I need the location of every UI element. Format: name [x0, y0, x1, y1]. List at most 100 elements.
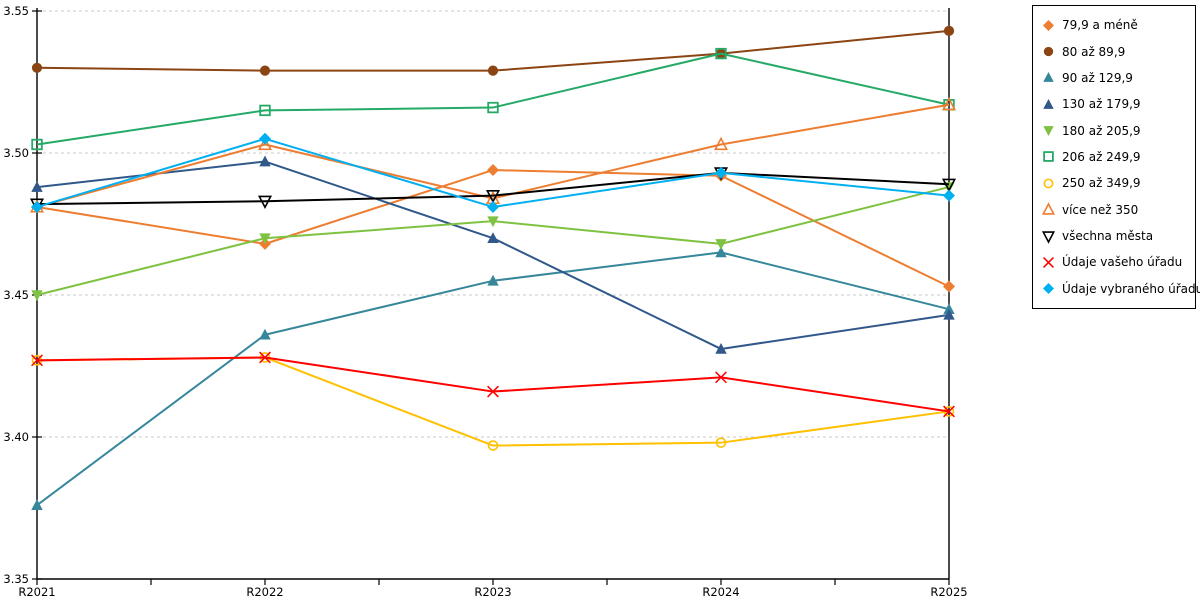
series-5	[31, 47, 955, 151]
series-3	[31, 155, 955, 354]
series-marker	[943, 303, 955, 314]
x-axis-tick-label: R2025	[930, 585, 967, 599]
series-marker	[943, 308, 955, 320]
series-marker	[715, 342, 727, 354]
series-marker	[259, 233, 271, 245]
x-axis-tick-label: R2024	[702, 585, 739, 599]
y-axis-tick-label: 3.55	[3, 4, 29, 18]
legend-item: 130 až 179,9	[1041, 97, 1191, 112]
legend-label: 130 až 179,9	[1062, 97, 1141, 112]
series-marker	[259, 132, 271, 145]
legend-label: 250 až 349,9	[1062, 176, 1141, 191]
legend-label: Údaje vašeho úřadu	[1062, 255, 1183, 270]
legend-item: 80 až 89,9	[1041, 44, 1191, 59]
y-axis-tick-label: 3.40	[3, 430, 29, 444]
series-marker	[257, 136, 273, 151]
legend-item: 250 až 349,9	[1041, 176, 1191, 191]
series-marker	[1043, 98, 1054, 109]
diamond-filled-icon	[1043, 283, 1054, 295]
square-open-icon	[1043, 151, 1054, 163]
series-line	[36, 29, 950, 72]
series-marker	[1043, 256, 1054, 268]
x-axis-tick-label: R2023	[474, 585, 511, 599]
legend-item: více než 350	[1041, 202, 1191, 217]
legend-item: všechna města	[1041, 229, 1191, 244]
triangle-up-filled-icon	[1043, 98, 1054, 109]
series-marker	[487, 200, 499, 213]
series-marker	[485, 190, 501, 204]
legend-label: všechna města	[1062, 229, 1154, 244]
series-marker	[487, 440, 499, 451]
series-marker	[487, 101, 499, 114]
x-icon	[1043, 256, 1054, 268]
x-axis-tick-label: R2022	[246, 585, 283, 599]
series-10	[31, 132, 955, 213]
series-line	[36, 251, 950, 506]
legend: 79,9 a méně 80 až 89,9 90 až 129,9 130 až 1…	[1032, 5, 1200, 309]
series-marker	[31, 290, 43, 301]
legend-label: Údaje vybraného úřadu	[1062, 281, 1200, 296]
series-marker	[715, 437, 727, 448]
series-marker	[943, 280, 955, 293]
series-marker	[713, 136, 729, 151]
legend-item: Údaje vašeho úřadu	[1041, 255, 1191, 270]
series-marker	[943, 189, 955, 202]
series-line	[36, 160, 950, 350]
series-marker	[487, 385, 499, 398]
legend-label: 206 až 249,9	[1062, 149, 1141, 164]
series-marker	[31, 138, 43, 151]
y-axis-tick-label: 3.50	[3, 146, 29, 160]
triangle-down-filled-icon	[1043, 126, 1054, 137]
series-marker	[1043, 46, 1054, 57]
series-marker	[943, 405, 955, 418]
series-marker	[259, 65, 271, 76]
legend-label: 180 až 205,9	[1062, 123, 1141, 138]
legend-item: 79,9 a méně	[1041, 18, 1191, 33]
triangle-up-open-icon	[1041, 202, 1056, 215]
series-9	[31, 351, 955, 418]
series-marker	[941, 178, 957, 192]
series-line	[36, 103, 950, 208]
legend-item: Údaje vybraného úřadu	[1041, 281, 1200, 296]
series-marker	[715, 166, 727, 179]
legend-item: 206 až 249,9	[1041, 149, 1191, 164]
series-4	[31, 182, 955, 301]
series-marker	[31, 181, 43, 192]
series-2	[31, 246, 955, 510]
x-axis-tick-label: R2021	[18, 585, 55, 599]
series-marker	[487, 65, 499, 76]
series-marker	[943, 25, 955, 36]
series-6	[31, 352, 955, 451]
series-marker	[1043, 126, 1054, 137]
series-marker	[487, 164, 499, 177]
series-marker	[487, 216, 499, 228]
triangle-down-open-icon	[1041, 230, 1056, 244]
series-marker	[487, 232, 499, 243]
series-marker	[257, 195, 273, 209]
series-marker	[259, 351, 271, 364]
series-marker	[1043, 283, 1054, 295]
series-marker	[31, 200, 43, 213]
circle-filled-icon	[1043, 46, 1054, 57]
legend-label: 90 až 129,9	[1062, 70, 1133, 85]
circle-open-icon	[1043, 178, 1054, 189]
series-marker	[1043, 72, 1054, 83]
series-marker	[1043, 19, 1054, 31]
series-marker	[1043, 178, 1054, 189]
series-marker	[715, 371, 727, 384]
series-marker	[31, 499, 43, 510]
series-marker	[715, 47, 727, 60]
series-marker	[1043, 151, 1054, 163]
series-marker	[1041, 202, 1056, 215]
y-axis-tick-label: 3.45	[3, 288, 29, 302]
series-marker	[31, 354, 43, 367]
diamond-filled-icon	[1043, 19, 1054, 31]
series-marker	[31, 62, 43, 73]
y-axis-tick-label: 3.35	[3, 572, 29, 586]
series-marker	[941, 97, 957, 111]
legend-label: 80 až 89,9	[1062, 44, 1126, 59]
series-marker	[259, 104, 271, 117]
series-1	[31, 25, 955, 76]
